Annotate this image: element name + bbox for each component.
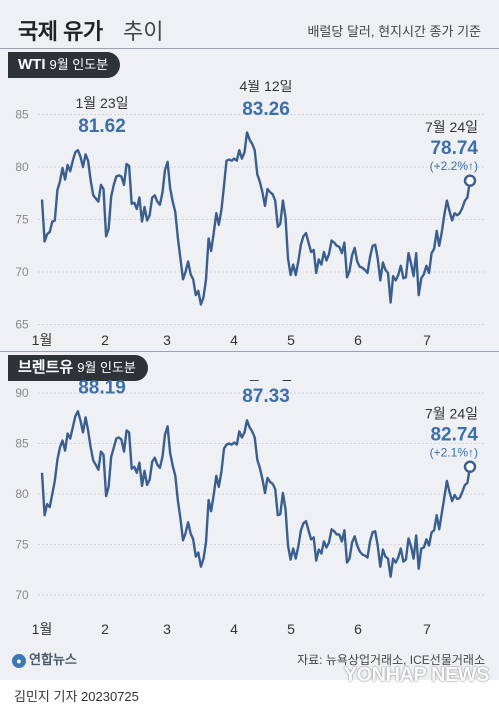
x-tick-label: 4 bbox=[230, 332, 238, 348]
wti-tag: WTI 9월 인도분 bbox=[8, 52, 121, 78]
annotation-date: 4월 12일 bbox=[239, 380, 292, 383]
annotation-value: 83.26 bbox=[242, 99, 290, 120]
series-line bbox=[40, 410, 472, 578]
x-tick-label: 6 bbox=[354, 332, 362, 348]
x-tick-label: 2 bbox=[101, 621, 109, 637]
brent-tag-sub: 9월 인도분 bbox=[77, 360, 136, 375]
x-tick-label: 3 bbox=[163, 332, 171, 348]
wti-tag-sub: 9월 인도분 bbox=[49, 57, 109, 72]
y-tick-label: 75 bbox=[15, 537, 29, 551]
annotation-date: 7월 24일 bbox=[425, 119, 478, 135]
y-tick-label: 70 bbox=[15, 588, 29, 602]
x-tick-label: 2 bbox=[101, 332, 109, 348]
annotation-change: (+2.1%↑) bbox=[430, 445, 478, 459]
annotation-value: 82.74 bbox=[430, 424, 478, 445]
logo-text: 연합뉴스 bbox=[29, 652, 77, 667]
annotation-value: 87.33 bbox=[242, 386, 290, 407]
wti-tag-name: WTI bbox=[18, 56, 46, 73]
annotation-date: 4월 12일 bbox=[239, 80, 292, 94]
x-tick-label: 5 bbox=[287, 621, 295, 637]
y-tick-label: 85 bbox=[15, 437, 29, 451]
endpoint-marker bbox=[463, 460, 477, 473]
x-tick-label: 1월 bbox=[32, 332, 53, 348]
annotation-date: 7월 24일 bbox=[425, 405, 478, 421]
x-tick-label: 3 bbox=[163, 621, 171, 637]
annotation-value: 88.19 bbox=[78, 380, 126, 398]
divider bbox=[0, 48, 499, 49]
y-tick-label: 70 bbox=[15, 265, 29, 279]
annotation-value: 78.74 bbox=[430, 138, 478, 159]
x-tick-label: 5 bbox=[287, 332, 295, 348]
brent-tag-name: 브렌트유 bbox=[18, 359, 74, 376]
x-tick-label: 4 bbox=[230, 621, 238, 637]
annotation-change: (+2.2%↑) bbox=[430, 159, 478, 173]
chart-panel bbox=[0, 0, 499, 680]
x-tick-label: 7 bbox=[423, 332, 431, 348]
unit-note: 배럴당 달러, 현지시간 종가 기준 bbox=[307, 24, 481, 39]
brent-line-chart: 70758085901월2345671월 23일88.194월 12일87.33… bbox=[15, 380, 485, 637]
source-note: 자료: 뉴욕상업거래소, ICE선물거래소 bbox=[297, 653, 485, 667]
y-tick-label: 75 bbox=[15, 213, 29, 227]
y-tick-label: 80 bbox=[15, 487, 29, 501]
annotation-value: 81.62 bbox=[78, 116, 126, 137]
series-line bbox=[40, 131, 472, 306]
brent-tag: 브렌트유 9월 인도분 bbox=[8, 355, 148, 381]
page-title-sub: 추이 bbox=[123, 19, 164, 44]
x-tick-label: 1월 bbox=[32, 621, 53, 637]
divider bbox=[0, 351, 499, 352]
watermark: YONHAP NEWS bbox=[343, 664, 490, 686]
wti-line-chart: 65 70 75 80 85 1월 2 3 4 5 6 7 1월 23일 81.62 4월 12일 83.26… bbox=[15, 80, 485, 348]
y-tick-label: 65 bbox=[15, 318, 29, 332]
annotation-date: 1월 23일 bbox=[75, 95, 128, 111]
x-tick-label: 7 bbox=[423, 621, 431, 637]
endpoint-marker bbox=[463, 174, 477, 187]
globe-icon: ● bbox=[12, 653, 26, 668]
x-tick-label: 6 bbox=[354, 621, 362, 637]
y-tick-label: 90 bbox=[15, 386, 29, 400]
yonhap-logo: ● 연합뉴스 bbox=[12, 649, 77, 668]
byline: 김민지 기자 20230725 bbox=[14, 689, 139, 704]
page-title: 국제 유가 bbox=[18, 19, 103, 44]
y-tick-label: 80 bbox=[15, 160, 29, 174]
y-tick-label: 85 bbox=[15, 108, 29, 122]
